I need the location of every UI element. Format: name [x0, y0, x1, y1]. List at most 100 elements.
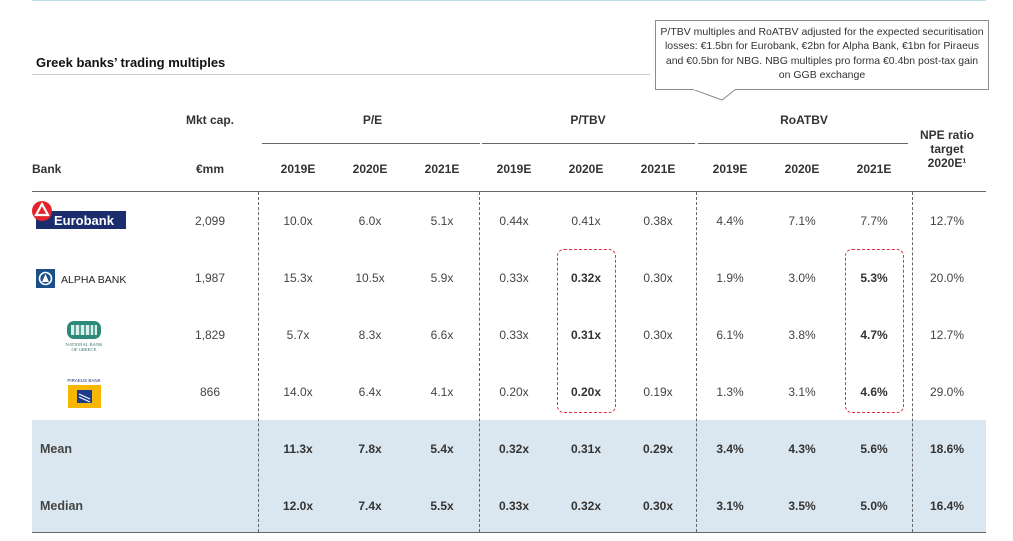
summary-label: Mean — [40, 442, 72, 456]
value-cell: 7.8x — [358, 442, 382, 456]
value-cell: 14.0x — [283, 385, 313, 399]
value-cell: 3.0% — [788, 271, 816, 285]
header-year: 2021E — [424, 162, 460, 176]
value-cell: 0.31x — [570, 442, 602, 456]
value-cell: 11.3x — [283, 442, 313, 456]
callout-note: P/TBV multiples and RoATBV adjusted for … — [655, 20, 989, 90]
value-cell: 4.3% — [788, 442, 816, 456]
value-cell: 0.44x — [499, 214, 529, 228]
value-cell: 7.1% — [788, 214, 816, 228]
value-cell: 6.4x — [358, 385, 382, 399]
svg-text:ALPHA BANK: ALPHA BANK — [61, 274, 126, 286]
header-year: 2019E — [496, 162, 532, 176]
value-cell: 15.3x — [283, 271, 313, 285]
value-cell: 0.30x — [643, 271, 673, 285]
npe-cell: 20.0% — [929, 271, 965, 285]
value-cell: 5.3% — [860, 271, 888, 285]
value-cell: 0.19x — [643, 385, 673, 399]
value-cell: 0.33x — [499, 328, 529, 342]
header-year: 2021E — [640, 162, 676, 176]
npe-cell: 16.4% — [929, 499, 965, 513]
nbg-logo: NATIONAL BANK OF GREECE — [50, 318, 120, 359]
value-cell: 0.38x — [643, 214, 673, 228]
value-cell: 5.5x — [430, 499, 454, 513]
value-cell: 0.33x — [498, 499, 530, 513]
svg-text:NATIONAL BANK: NATIONAL BANK — [65, 342, 103, 347]
piraeus-bank-logo: PIRAEUS BANK — [66, 376, 104, 415]
header-year: 2019E — [280, 162, 316, 176]
value-cell: 0.32x — [498, 442, 530, 456]
value-cell: 3.8% — [788, 328, 816, 342]
top-rule — [32, 0, 986, 1]
ptbv-2020-highlight — [557, 249, 616, 413]
value-cell: 10.0x — [283, 214, 313, 228]
eurobank-logo: Eurobank — [32, 200, 128, 237]
header-ptbv: P/TBV — [570, 113, 606, 127]
value-cell: 6.0x — [358, 214, 382, 228]
value-cell: 5.7x — [286, 328, 310, 342]
value-cell: 5.1x — [430, 214, 454, 228]
value-cell: 6.6x — [430, 328, 454, 342]
value-cell: 0.32x — [570, 499, 602, 513]
header-pe: P/E — [362, 113, 383, 127]
svg-text:PIRAEUS BANK: PIRAEUS BANK — [67, 378, 100, 383]
value-cell: 0.30x — [643, 328, 673, 342]
npe-cell: 18.6% — [929, 442, 965, 456]
value-cell: 12.0x — [282, 499, 314, 513]
page-title: Greek banks’ trading multiples — [36, 55, 226, 70]
value-cell: 5.0% — [860, 499, 888, 513]
header-year: 2020E — [352, 162, 388, 176]
value-cell: 3.1% — [788, 385, 816, 399]
value-cell: 7.4x — [358, 499, 382, 513]
mktcap-cell: 1,829 — [194, 328, 226, 342]
value-cell: 0.20x — [570, 385, 602, 399]
roatbv-2021-highlight — [845, 249, 904, 413]
value-cell: 3.4% — [716, 442, 744, 456]
column-separator — [912, 192, 913, 532]
alpha-bank-logo: ALPHA BANK — [36, 268, 146, 295]
header-year: 2019E — [712, 162, 748, 176]
value-cell: 5.6% — [860, 442, 888, 456]
value-cell: 0.31x — [570, 328, 602, 342]
value-cell: 4.1x — [430, 385, 454, 399]
value-cell: 3.5% — [788, 499, 816, 513]
mktcap-cell: 1,987 — [194, 271, 226, 285]
value-cell: 0.30x — [642, 499, 674, 513]
npe-cell: 12.7% — [929, 328, 965, 342]
header-npe: NPE ratio target 2020E¹ — [919, 128, 974, 170]
svg-text:Eurobank: Eurobank — [54, 213, 115, 228]
npe-cell: 12.7% — [929, 214, 965, 228]
value-cell: 10.5x — [355, 271, 385, 285]
summary-label: Median — [40, 499, 84, 513]
bottom-rule — [32, 532, 986, 533]
value-cell: 3.1% — [716, 499, 744, 513]
header-roatbv: RoATBV — [780, 113, 828, 127]
pe-group-line — [262, 143, 480, 144]
value-cell: 5.4x — [430, 442, 454, 456]
mktcap-cell: 866 — [199, 385, 221, 399]
value-cell: 0.32x — [570, 271, 602, 285]
header-mktcap-unit: €mm — [195, 162, 224, 176]
mktcap-cell: 2,099 — [194, 214, 226, 228]
npe-cell: 29.0% — [929, 385, 965, 399]
value-cell: 1.9% — [716, 271, 744, 285]
value-cell: 7.7% — [860, 214, 888, 228]
header-year: 2020E — [784, 162, 820, 176]
column-separator — [479, 192, 480, 532]
header-year: 2020E — [568, 162, 604, 176]
value-cell: 4.7% — [860, 328, 888, 342]
header-rule — [32, 191, 986, 192]
title-underline — [32, 74, 650, 75]
value-cell: 5.9x — [430, 271, 454, 285]
roatbv-group-line — [698, 143, 908, 144]
callout-tail — [692, 89, 737, 101]
value-cell: 4.6% — [860, 385, 888, 399]
value-cell: 0.41x — [571, 214, 601, 228]
value-cell: 8.3x — [358, 328, 382, 342]
column-separator — [258, 192, 259, 532]
header-year: 2021E — [856, 162, 892, 176]
svg-text:OF GREECE: OF GREECE — [72, 347, 97, 352]
value-cell: 1.3% — [716, 385, 744, 399]
value-cell: 4.4% — [716, 214, 744, 228]
value-cell: 6.1% — [716, 328, 744, 342]
